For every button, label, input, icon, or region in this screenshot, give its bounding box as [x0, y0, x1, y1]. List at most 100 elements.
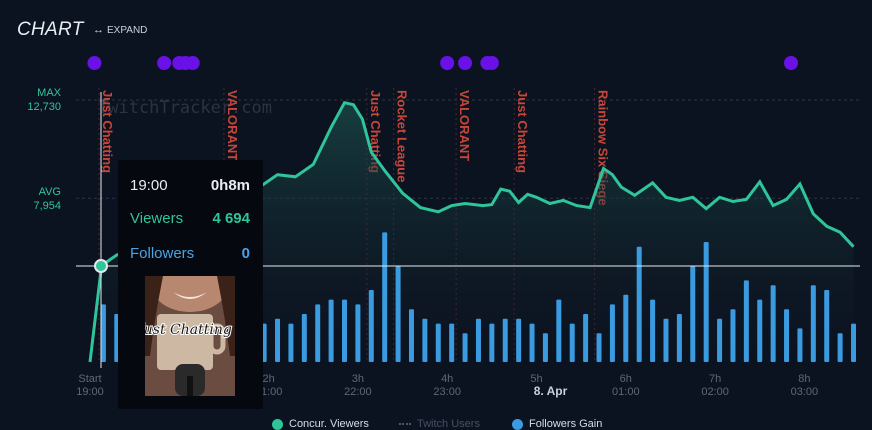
follower-bar: [596, 333, 602, 362]
follower-bar: [529, 323, 535, 362]
x-tick-bottom-0: 19:00: [76, 386, 104, 398]
follower-bar: [663, 318, 669, 362]
x-tick-top-7: 8h: [798, 373, 810, 385]
legend-viewers-dot: [272, 418, 283, 430]
follower-bar: [623, 294, 629, 362]
viewers-line: [88, 100, 855, 363]
tooltip-time-row: 19:00 0h8m: [130, 177, 250, 194]
follower-bar: [315, 304, 321, 362]
follower-bar: [690, 266, 696, 362]
follower-bar: [851, 323, 857, 362]
x-tick-bottom-4: 8. Apr: [534, 384, 568, 398]
category-label-0: Just Chatting: [100, 90, 115, 173]
follower-bar: [382, 232, 388, 362]
follower-bar: [784, 309, 790, 362]
legend-followers-dot: [512, 418, 523, 430]
legend-twitch-users-dash: [399, 423, 411, 425]
follower-bar: [328, 299, 334, 362]
follower-bar: [502, 318, 508, 362]
follower-bar: [609, 304, 615, 362]
legend-viewers[interactable]: Concur. Viewers: [272, 418, 369, 430]
legend-followers[interactable]: Followers Gain: [512, 418, 602, 430]
stream-dot: [440, 56, 455, 70]
follower-bar: [569, 323, 575, 362]
follower-bar: [288, 323, 294, 362]
follower-bar: [730, 309, 736, 362]
x-tick-top-1: 2h: [262, 373, 274, 385]
hover-point: [94, 259, 108, 273]
legend-followers-label: Followers Gain: [529, 418, 603, 430]
x-tick-bottom-2: 22:00: [344, 386, 372, 398]
follower-bar: [542, 333, 548, 362]
legend-viewers-label: Concur. Viewers: [289, 418, 369, 430]
follower-bar: [703, 242, 709, 362]
category-thumbnail: Just Chatting: [145, 276, 235, 396]
x-tick-bottom-6: 02:00: [701, 386, 729, 398]
y-avg-value: 7,954: [33, 200, 61, 212]
follower-bar: [824, 290, 830, 362]
follower-bar: [556, 299, 562, 362]
category-label-1: VALORANT: [225, 90, 240, 161]
tooltip-duration: 0h8m: [210, 177, 250, 194]
follower-bar: [475, 318, 481, 362]
stream-dots: [87, 56, 799, 70]
follower-bar: [100, 304, 106, 362]
chart-title: CHART: [17, 19, 84, 40]
x-tick-bottom-5: 01:00: [612, 386, 640, 398]
follower-bar: [583, 314, 589, 362]
category-markers: Just Chatting VALORANT Just Chatting Rocket…: [98, 88, 611, 362]
x-tick-top-3: 4h: [441, 373, 453, 385]
x-tick-top-4: 5h: [530, 373, 542, 385]
follower-bar: [422, 318, 428, 362]
follower-bar: [462, 333, 468, 362]
x-tick-bottom-3: 23:00: [433, 386, 461, 398]
follower-bar: [743, 280, 749, 362]
follower-bar: [435, 323, 441, 362]
expand-label: EXPAND: [107, 24, 148, 36]
stream-dot: [87, 56, 102, 70]
thumbnail-text-just: Just Chatting: [145, 322, 232, 338]
stream-dot: [784, 56, 799, 70]
follower-bar: [368, 290, 374, 362]
tooltip-viewers-label: Viewers: [130, 210, 184, 227]
tooltip-viewers-row: Viewers 4 694: [130, 210, 250, 227]
legend-twitch-users[interactable]: Twitch Users: [399, 418, 480, 430]
legend-twitch-users-label: Twitch Users: [417, 418, 480, 430]
follower-bar: [636, 246, 642, 362]
x-tick-top-2: 3h: [352, 373, 364, 385]
expand-arrows-icon: ↔: [93, 24, 104, 36]
follower-bar: [395, 266, 401, 362]
follower-bar: [770, 285, 776, 362]
follower-bar: [650, 299, 656, 362]
follower-bar: [342, 299, 348, 362]
tooltip: 19:00 0h8m Viewers 4 694 Followers 0 Jus…: [118, 160, 263, 409]
watermark: TwitchTracker.com: [98, 98, 272, 118]
follower-bar: [355, 304, 361, 362]
tooltip-followers-label: Followers: [130, 245, 195, 262]
follower-bar: [757, 299, 763, 362]
follower-bar: [717, 318, 723, 362]
stream-dot: [185, 56, 200, 70]
expand-button[interactable]: ↔ EXPAND: [93, 24, 147, 36]
x-tick-top-0: Start: [78, 373, 101, 385]
x-tick-top-6: 7h: [709, 373, 721, 385]
follower-bar: [275, 318, 281, 362]
follower-bar: [837, 333, 843, 362]
tooltip-followers-value: 0: [241, 245, 250, 262]
viewers-area: [90, 102, 854, 362]
follower-bar: [676, 314, 682, 362]
follower-bar: [516, 318, 522, 362]
y-max-label: MAX: [37, 87, 61, 99]
grid-lines: [76, 99, 860, 199]
tooltip-viewers-value: 4 694: [212, 210, 250, 227]
y-avg-label: AVG: [38, 186, 61, 198]
stream-dot: [484, 56, 499, 70]
follower-bar: [797, 328, 803, 362]
chart-legend: Concur. Viewers Twitch Users Followers G…: [0, 415, 872, 430]
follower-bar: [301, 314, 307, 362]
y-max-value: 12,730: [27, 101, 61, 113]
follower-bar: [489, 323, 495, 362]
category-label-3: Rocket League: [395, 90, 410, 182]
x-tick-bottom-7: 03:00: [791, 386, 819, 398]
